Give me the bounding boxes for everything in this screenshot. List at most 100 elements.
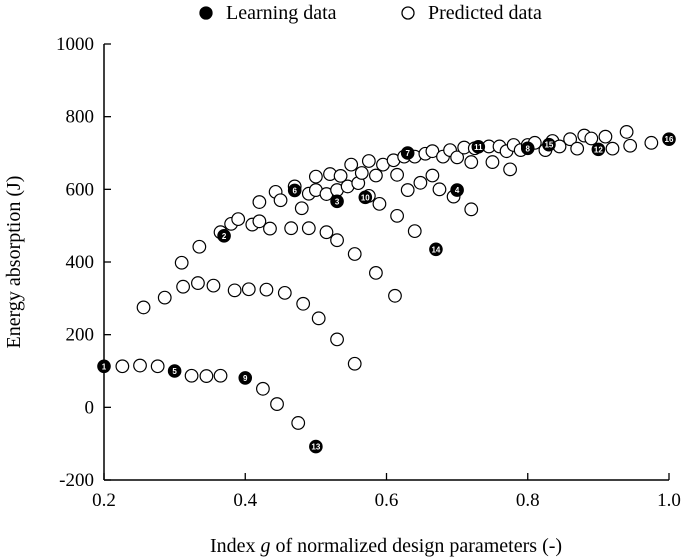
predicted-point [432, 182, 447, 197]
learning-point [662, 132, 676, 146]
learning-point-label: 9 [243, 374, 248, 383]
predicted-point [354, 166, 369, 180]
tick-labels: -200 0 200 400 600 800 1000 0.2 0.4 0.6 0.8 1.0 [56, 34, 681, 511]
predicted-point [425, 144, 440, 159]
predicted-point [388, 288, 402, 303]
legend-marker-predicted [401, 6, 415, 20]
predicted-point [369, 266, 383, 280]
predicted-point [294, 201, 309, 216]
learning-point [450, 183, 464, 197]
predicted-point [270, 397, 284, 411]
learning-point [400, 146, 415, 160]
predicted-point [174, 255, 189, 270]
predicted-point [619, 125, 634, 139]
legend-label-learning: Learning data [226, 2, 337, 24]
predicted-point [150, 359, 165, 374]
learning-point [471, 140, 486, 154]
predicted-point [136, 300, 151, 315]
predicted-point [623, 138, 638, 153]
predicted-point [407, 224, 422, 239]
predicted-point [361, 154, 376, 168]
predicted-point [503, 162, 517, 177]
predicted-point [344, 157, 359, 172]
predicted-point [284, 221, 299, 236]
learning-point-label: 3 [335, 197, 340, 206]
y-tick-label: 600 [66, 179, 95, 200]
predicted-point [176, 279, 191, 294]
learning-point-label: 8 [526, 144, 531, 153]
predicted-point [256, 381, 270, 396]
learning-point [309, 439, 323, 454]
predicted-point [133, 358, 147, 373]
axis-ticks [103, 43, 670, 481]
learning-point-label: 2 [222, 232, 227, 241]
predicted-point [311, 311, 326, 326]
y-tick-label: 0 [85, 397, 95, 418]
learning-point-label: 7 [405, 149, 410, 158]
predicted-point [157, 290, 172, 305]
predicted-point [296, 296, 311, 311]
predicted-series [115, 125, 659, 430]
predicted-point [347, 247, 362, 261]
y-tick-label: 400 [66, 252, 95, 273]
predicted-point [227, 283, 242, 298]
learning-point-label: 11 [474, 143, 483, 152]
learning-point [330, 194, 344, 209]
predicted-point [464, 155, 479, 169]
learning-point [591, 142, 606, 157]
predicted-point [277, 285, 292, 300]
y-axis-label: Energy absorption (J) [3, 176, 25, 349]
predicted-point [199, 369, 214, 383]
predicted-point [644, 135, 659, 150]
y-tick-label: 1000 [56, 34, 94, 55]
predicted-point [252, 195, 267, 209]
predicted-point [413, 175, 428, 190]
predicted-point [206, 278, 221, 293]
learning-point [520, 141, 535, 156]
predicted-point [570, 141, 585, 156]
y-tick-label: 200 [66, 325, 95, 346]
legend-label-predicted: Predicted data [428, 2, 542, 24]
predicted-point [184, 368, 199, 383]
learning-point-label: 4 [455, 186, 460, 195]
x-tick-label: 0.2 [92, 490, 116, 511]
learning-point-label: 16 [665, 135, 674, 144]
predicted-point [231, 212, 246, 227]
predicted-point [115, 359, 130, 374]
learning-point-label: 13 [311, 443, 320, 452]
predicted-point [598, 129, 613, 144]
predicted-point [301, 221, 316, 236]
legend: Learning data Predicted data [199, 2, 542, 24]
predicted-point [372, 196, 387, 211]
predicted-point [400, 183, 415, 197]
predicted-point [252, 214, 267, 229]
learning-point-label: 14 [431, 245, 440, 254]
predicted-point [263, 221, 277, 236]
x-tick-label: 0.8 [516, 490, 540, 511]
predicted-point [273, 193, 288, 208]
learning-point [217, 229, 231, 243]
learning-point-label: 10 [361, 193, 370, 202]
predicted-point [347, 356, 362, 371]
predicted-point [259, 282, 274, 297]
learning-point-label: 15 [544, 141, 553, 150]
predicted-point [450, 150, 465, 165]
x-tick-label: 1.0 [657, 490, 681, 511]
predicted-point [213, 368, 228, 383]
learning-point [167, 364, 182, 378]
learning-point [97, 359, 111, 374]
learning-point [358, 190, 373, 205]
predicted-point [333, 168, 348, 183]
y-tick-label: 800 [66, 107, 95, 128]
legend-marker-learning [199, 6, 213, 20]
predicted-point [605, 141, 620, 156]
predicted-point [241, 282, 256, 297]
predicted-point [191, 276, 205, 290]
predicted-point [369, 168, 383, 183]
learning-point [287, 183, 302, 198]
predicted-point [425, 168, 440, 183]
learning-point-label: 1 [102, 362, 107, 371]
predicted-point [192, 239, 207, 254]
